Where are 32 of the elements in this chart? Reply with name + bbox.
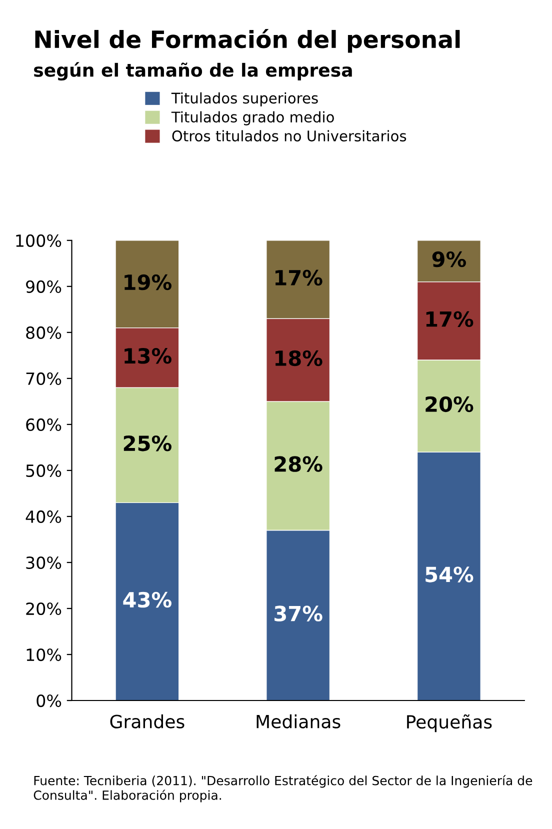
- chart-subtitle: según el tamaño de la empresa: [34, 62, 352, 81]
- data-label: 20%: [426, 396, 474, 412]
- y-tick-label: 30%: [26, 556, 62, 570]
- y-tick-label: 50%: [26, 464, 62, 478]
- y-tick-label: 90%: [26, 280, 62, 293]
- legend-label: Otros titulados no Universitarios: [172, 130, 406, 142]
- y-tick-label: 100%: [16, 234, 62, 247]
- data-label: 25%: [124, 435, 172, 452]
- data-label: 17%: [275, 270, 322, 286]
- y-tick-label: 60%: [26, 418, 62, 432]
- data-label: 19%: [124, 274, 172, 290]
- x-tick-label: Pequeñas: [407, 714, 492, 732]
- legend-label: Titulados superiores: [171, 92, 318, 106]
- source-note: Fuente: Tecniberia (2011). "Desarrollo Estratégico del Sector de la Ingeniería de Consulta". Elaboración propia.: [34, 775, 532, 802]
- data-label: 28%: [274, 456, 322, 472]
- data-label: 9%: [432, 251, 466, 268]
- y-tick-label: 70%: [26, 372, 62, 386]
- data-label: 13%: [124, 348, 172, 364]
- data-label: 17%: [426, 311, 474, 327]
- y-tick-label: 20%: [26, 602, 62, 616]
- y-tick-label: 10%: [26, 648, 62, 662]
- y-tick-label: 40%: [26, 510, 62, 524]
- y-tick-label: 80%: [26, 326, 62, 339]
- x-tick-label: Medianas: [256, 714, 340, 728]
- y-tick-label: 0%: [36, 694, 62, 708]
- data-label: 43%: [123, 592, 172, 608]
- x-tick-label: Grandes: [110, 714, 184, 728]
- data-label: 18%: [275, 350, 322, 366]
- data-label: 54%: [426, 566, 474, 582]
- data-label: 37%: [274, 606, 322, 622]
- legend-label: Titulados grado medio: [171, 111, 334, 126]
- chart-title: Nivel de Formación del personal: [35, 29, 460, 53]
